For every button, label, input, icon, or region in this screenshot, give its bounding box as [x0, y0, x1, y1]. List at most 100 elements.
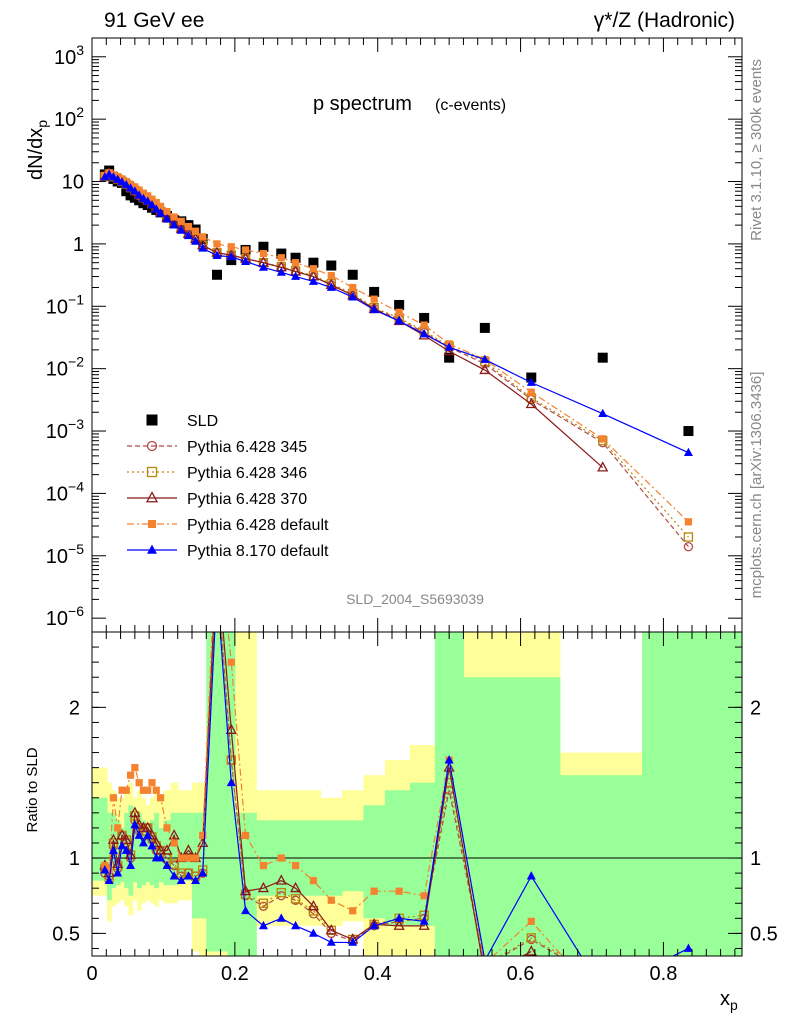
- main-point-5-31: [419, 329, 429, 338]
- ratio-point-3-13: [156, 794, 165, 802]
- main-title: p spectrum: [313, 93, 412, 115]
- main-ytick-label-4: 10−1: [46, 291, 84, 318]
- main-point-5-4: [117, 177, 127, 186]
- band-green-4: [119, 827, 125, 883]
- ratio-point-3-17: [184, 854, 193, 862]
- main-point-0-35: [597, 352, 608, 363]
- ratio-point-4-16: [176, 875, 186, 885]
- header-right: γ*/Z (Hadronic): [594, 9, 735, 32]
- ratio-point-4-28: [348, 937, 358, 946]
- main-point-5-6: [126, 183, 136, 192]
- ratio-point-4-1: [104, 875, 114, 885]
- main-point-4-34: [527, 388, 535, 396]
- band-green-3: [115, 820, 121, 886]
- band-green-14: [163, 820, 172, 886]
- band-green-28: [342, 820, 364, 892]
- band-green-21: [227, 632, 236, 956]
- main-point-4-22: [241, 246, 250, 254]
- ratio-xtick-label-1: 0.2: [221, 963, 249, 985]
- ratio-point-3-25: [291, 861, 300, 870]
- main-point-4-35: [599, 435, 607, 443]
- ratio-point-4-3: [113, 868, 123, 877]
- main-point-4-24: [277, 254, 285, 262]
- ratio-point-1-24: [276, 888, 286, 898]
- ratio-point-2-7: [129, 806, 141, 817]
- main-point-5-5: [121, 180, 131, 189]
- main-point-0-24: [276, 248, 287, 259]
- main-point-5-8: [134, 190, 144, 199]
- main-point-3-35: [597, 461, 609, 472]
- legend-label-4: Pythia 6.428 default: [187, 517, 329, 534]
- ratio-xtick-label-2: 0.4: [364, 963, 392, 985]
- ratio-point-2-31: [418, 919, 430, 930]
- main-point-5-1: [104, 169, 114, 178]
- ratio-point-3-6: [126, 771, 135, 779]
- ratio-point-4-34: [526, 871, 536, 880]
- main-ylabel-sub: p: [34, 120, 50, 128]
- main-point-4-13: [156, 202, 165, 210]
- main-point-5-7: [130, 186, 140, 195]
- ratio-point-2-2: [107, 833, 120, 844]
- legend-label-1: Pythia 6.428 345: [187, 439, 307, 456]
- main-point-5-34: [526, 377, 536, 386]
- main-point-5-15: [169, 220, 179, 229]
- band-green-29: [363, 805, 386, 919]
- watermark: SLD_2004_S5693039: [346, 591, 484, 607]
- ratio-point-3-34: [527, 917, 535, 925]
- ratio-xtick-label-0: 0: [86, 963, 97, 985]
- main-point-5-32: [444, 342, 454, 351]
- legend-marker-1: [146, 440, 158, 452]
- legend-label-0: SLD: [187, 413, 218, 430]
- ratio-point-4-13: [156, 853, 166, 862]
- ratio-xlabel: xp: [720, 988, 738, 1013]
- main-point-0-26: [308, 257, 319, 268]
- ratio-point-3-19: [199, 831, 207, 840]
- main-point-5-20: [212, 250, 222, 259]
- main-ytick-label-1: 102: [54, 104, 84, 131]
- ratio-point-1-34: [526, 933, 536, 943]
- ratio-point-4-24: [276, 913, 286, 922]
- main-point-4-20: [213, 240, 221, 248]
- main-point-5-14: [162, 214, 172, 223]
- main-point-4-9: [139, 189, 148, 197]
- band-green-9: [141, 820, 147, 886]
- ratio-point-3-1: [105, 866, 113, 874]
- legend-label-5: Pythia 8.170 default: [187, 543, 329, 560]
- ratio-point-3-21: [227, 658, 235, 666]
- main-point-0-32: [444, 352, 455, 363]
- main-point-5-0: [100, 172, 110, 181]
- legend-marker-0: [146, 414, 158, 426]
- ratio-point-2-23: [257, 881, 270, 893]
- main-point-4-26: [309, 265, 318, 273]
- ratio-point-3-24: [277, 854, 285, 862]
- ratio-point-3-14: [163, 824, 171, 832]
- main-point-5-25: [291, 271, 301, 280]
- ratio-point-2-4: [116, 829, 128, 840]
- ratio-point-4-5: [121, 845, 131, 854]
- ratio-point-2-33: [480, 971, 489, 979]
- main-point-4-36: [684, 518, 693, 526]
- main-marks: [99, 165, 694, 552]
- ratio-point-3-15: [170, 839, 178, 847]
- ratio-point-4-6: [126, 860, 136, 869]
- band-green-35: [559, 775, 643, 956]
- main-ytick-label-5: 10−2: [46, 354, 84, 381]
- ratio-point-0-33: [481, 962, 489, 970]
- ratio-point-2-24: [275, 874, 287, 885]
- main-point-3-34: [525, 397, 537, 409]
- ratio-point-3-2: [109, 794, 118, 802]
- main-point-5-18: [191, 236, 201, 245]
- main-point-4-30: [395, 308, 403, 316]
- ratio-point-2-34: [525, 945, 537, 956]
- main-point-2-36: [683, 532, 694, 542]
- ratio-point-0-20: [213, 568, 221, 576]
- ratio-series-line-2: [104, 632, 532, 956]
- main-ylabel: dN/dxp: [25, 120, 50, 180]
- ratio-ytick-label-right-0: 0.5: [750, 923, 778, 945]
- ratio-point-4-11: [147, 841, 157, 850]
- ratio-point-2-21: [225, 723, 237, 734]
- main-point-4-17: [184, 222, 193, 231]
- main-point-4-27: [327, 272, 335, 280]
- ratio-point-3-16: [177, 854, 185, 862]
- ratio-point-3-31: [420, 892, 428, 900]
